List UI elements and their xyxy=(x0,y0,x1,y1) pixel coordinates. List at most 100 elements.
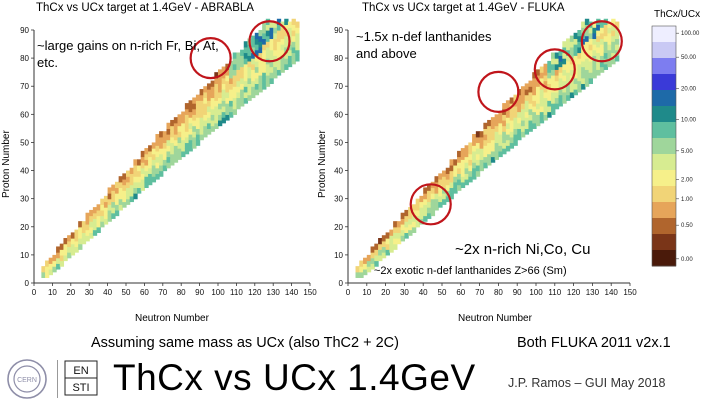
heatmap-cell xyxy=(378,238,383,245)
heatmap-cell xyxy=(129,173,134,180)
heatmap-cell xyxy=(547,83,552,90)
heatmap-cell xyxy=(247,83,252,90)
heatmap-cell xyxy=(558,89,563,96)
heatmap-cell xyxy=(449,193,454,200)
heatmap-cell xyxy=(133,164,138,172)
heatmap-cell xyxy=(502,119,507,127)
heatmap-cell xyxy=(155,162,160,169)
heatmap-cell xyxy=(129,195,134,203)
heatmap-cell xyxy=(166,128,171,135)
heatmap-cell xyxy=(206,89,212,96)
scale-band xyxy=(652,218,676,235)
heatmap-cell xyxy=(517,122,522,129)
heatmap-cell xyxy=(232,69,237,76)
heatmap-cell xyxy=(490,156,496,163)
heatmap-cell xyxy=(385,238,390,245)
heatmap-cell xyxy=(374,243,379,250)
heatmap-cell xyxy=(581,60,586,68)
heatmap-cell xyxy=(232,97,237,104)
heatmap-cell xyxy=(262,49,267,56)
heatmap-cell xyxy=(532,117,537,124)
scale-tick-label: 10.00 xyxy=(681,118,697,124)
heatmap-cell xyxy=(254,77,260,85)
heatmap-cell xyxy=(520,125,526,132)
heatmap-cell xyxy=(137,164,142,172)
heatmap-cell xyxy=(551,91,556,99)
heatmap-cell xyxy=(63,243,68,250)
en-logo-text: EN xyxy=(73,365,88,377)
heatmap-cell xyxy=(144,170,149,177)
heatmap-cell xyxy=(457,178,462,186)
heatmap-cell xyxy=(468,176,473,183)
heatmap-cell xyxy=(177,119,182,127)
heatmap-cell xyxy=(100,209,105,217)
heatmap-cell xyxy=(276,52,282,59)
heatmap-cell xyxy=(460,153,466,160)
heatmap-cell xyxy=(41,271,46,278)
heatmap-cell xyxy=(573,32,578,40)
x-tick-label: 120 xyxy=(567,288,581,297)
heatmap-cell xyxy=(140,167,145,174)
heatmap-cell xyxy=(562,91,567,99)
heatmap-cell xyxy=(262,60,267,68)
heatmap-cell xyxy=(381,252,387,259)
heatmap-cell xyxy=(370,263,375,270)
heatmap-cell xyxy=(273,21,278,28)
heatmap-cell xyxy=(254,44,260,51)
heatmap-cell xyxy=(366,254,372,262)
credit-text: J.P. Ramos – GUI May 2018 xyxy=(508,376,666,390)
heatmap-cell xyxy=(214,72,219,79)
heatmap-cell xyxy=(221,77,226,85)
scale-tick-label: 5.00 xyxy=(681,149,693,155)
heatmap-cell xyxy=(181,117,186,124)
heatmap-cell xyxy=(536,114,541,121)
heatmap-cell xyxy=(584,41,590,48)
heatmap-cell xyxy=(487,159,492,166)
heatmap-cell xyxy=(140,156,145,163)
heatmap-cell xyxy=(400,212,405,219)
heatmap-cell xyxy=(56,252,61,259)
heatmap-cell xyxy=(464,173,469,180)
heatmap-cell xyxy=(254,32,260,40)
heatmap-cell xyxy=(229,89,234,96)
heatmap-cell xyxy=(111,201,116,208)
heatmap-cell xyxy=(203,86,208,93)
heatmap-cell xyxy=(265,35,271,42)
heatmap-cell xyxy=(453,164,458,172)
heatmap-cell xyxy=(240,83,245,90)
x-tick-label: 10 xyxy=(362,288,371,297)
heatmap-cell xyxy=(166,150,171,158)
heatmap-cell xyxy=(475,131,481,138)
heatmap-cell xyxy=(177,114,182,121)
heatmap-cell xyxy=(96,204,101,211)
heatmap-cell xyxy=(426,201,432,208)
heatmap-cell xyxy=(210,97,215,104)
heatmap-cell xyxy=(468,153,473,160)
heatmap-cell xyxy=(155,167,160,174)
heatmap-cell xyxy=(258,69,263,76)
heatmap-cell xyxy=(85,229,90,236)
heatmap-cell xyxy=(449,170,454,177)
heatmap-cell xyxy=(588,77,593,85)
heatmap-cell xyxy=(614,21,620,28)
heatmap-cell xyxy=(603,41,609,48)
heatmap-cell xyxy=(225,86,230,93)
heatmap-cell xyxy=(445,167,451,174)
heatmap-cell xyxy=(558,77,563,85)
heatmap-cell xyxy=(114,209,120,217)
heatmap-cell xyxy=(584,63,590,70)
heatmap-cell xyxy=(599,66,605,73)
heatmap-cell xyxy=(162,153,168,160)
heatmap-cell xyxy=(438,178,443,186)
heatmap-cell xyxy=(159,159,164,166)
heatmap-cell xyxy=(483,128,488,135)
heatmap-cell xyxy=(159,136,164,144)
heatmap-cell xyxy=(232,63,237,70)
y-tick-label: 30 xyxy=(20,195,29,204)
heatmap-cell xyxy=(374,254,379,262)
heatmap-cell xyxy=(195,100,201,107)
heatmap-cell xyxy=(490,128,496,135)
heatmap-cell xyxy=(588,44,593,51)
heatmap-cell xyxy=(114,181,120,189)
heatmap-cell xyxy=(199,94,204,101)
